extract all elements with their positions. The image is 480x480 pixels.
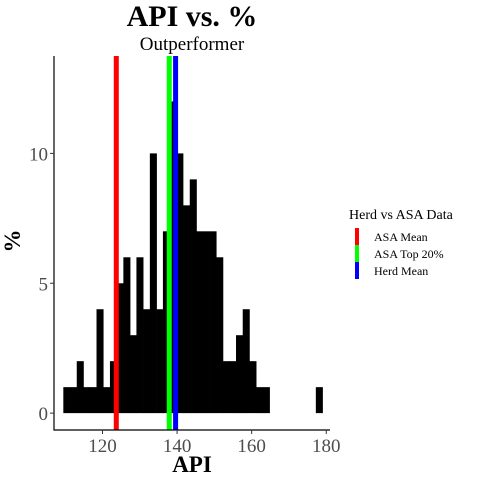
- histogram-bar-14: [156, 309, 164, 414]
- chart-title: API vs. %: [127, 0, 258, 33]
- histogram-bar-20: [196, 231, 204, 414]
- histogram-bar-23: [216, 257, 224, 414]
- x-tick-label-180: 180: [312, 436, 341, 457]
- histogram-bar-7: [109, 361, 117, 414]
- histogram-bar-27: [242, 309, 250, 414]
- legend-key-asa-mean: [355, 228, 359, 245]
- histogram-bar-12: [143, 309, 151, 414]
- histogram-bar-4: [89, 387, 97, 414]
- histogram-bar-6: [103, 387, 111, 414]
- histogram-bar-30: [262, 387, 270, 414]
- legend-label-asa-mean: ASA Mean: [374, 230, 428, 244]
- histogram-bar-21: [202, 231, 210, 414]
- y-tick-label-0: 0: [39, 404, 49, 425]
- legend: Herd vs ASA Data ASA Mean ASA Top 20% Herd…: [349, 208, 454, 279]
- histogram-bar-15: [162, 231, 170, 414]
- histogram-bar-17: [176, 153, 184, 414]
- histogram-bar-28: [249, 361, 257, 414]
- legend-key-asa-top-20-: [355, 245, 359, 262]
- histogram-bar-18: [183, 205, 191, 414]
- histogram-bar-9: [123, 257, 131, 414]
- histogram-bar-8: [116, 283, 124, 414]
- histogram-bar-0: [63, 387, 71, 414]
- histogram-bar-24: [222, 361, 230, 414]
- legend-label-herd-mean: Herd Mean: [374, 264, 428, 278]
- histogram-bar-22: [209, 231, 217, 414]
- histogram-bar-5: [96, 309, 104, 414]
- x-tick-label-140: 140: [163, 436, 192, 457]
- y-tick-label-10: 10: [29, 144, 48, 165]
- histogram-bar-11: [136, 257, 144, 414]
- x-axis-label: API: [172, 452, 212, 477]
- y-tick-label-5: 5: [39, 274, 49, 295]
- x-tick-label-120: 120: [88, 436, 117, 457]
- legend-title: Herd vs ASA Data: [349, 208, 454, 223]
- x-tick-label-160: 160: [237, 436, 266, 457]
- histogram-bar-19: [189, 179, 197, 414]
- histogram-bar-26: [236, 335, 244, 414]
- histogram-bar-13: [149, 153, 157, 414]
- histogram-bar-25: [229, 361, 237, 414]
- histogram-bar-31: [315, 387, 323, 414]
- plot-area: 0 5 10 120 140 160 180: [29, 56, 341, 457]
- legend-label-asa-top-20-: ASA Top 20%: [374, 247, 444, 261]
- histogram-bar-1: [70, 387, 78, 414]
- legend-key-herd-mean: [355, 262, 359, 279]
- y-axis-label: %: [0, 230, 25, 253]
- histogram-bar-10: [129, 335, 137, 414]
- histogram-bar-29: [256, 387, 264, 414]
- histogram-bar-2: [76, 361, 84, 414]
- histogram-bar-3: [83, 387, 91, 414]
- chart-subtitle: Outperformer: [140, 34, 245, 55]
